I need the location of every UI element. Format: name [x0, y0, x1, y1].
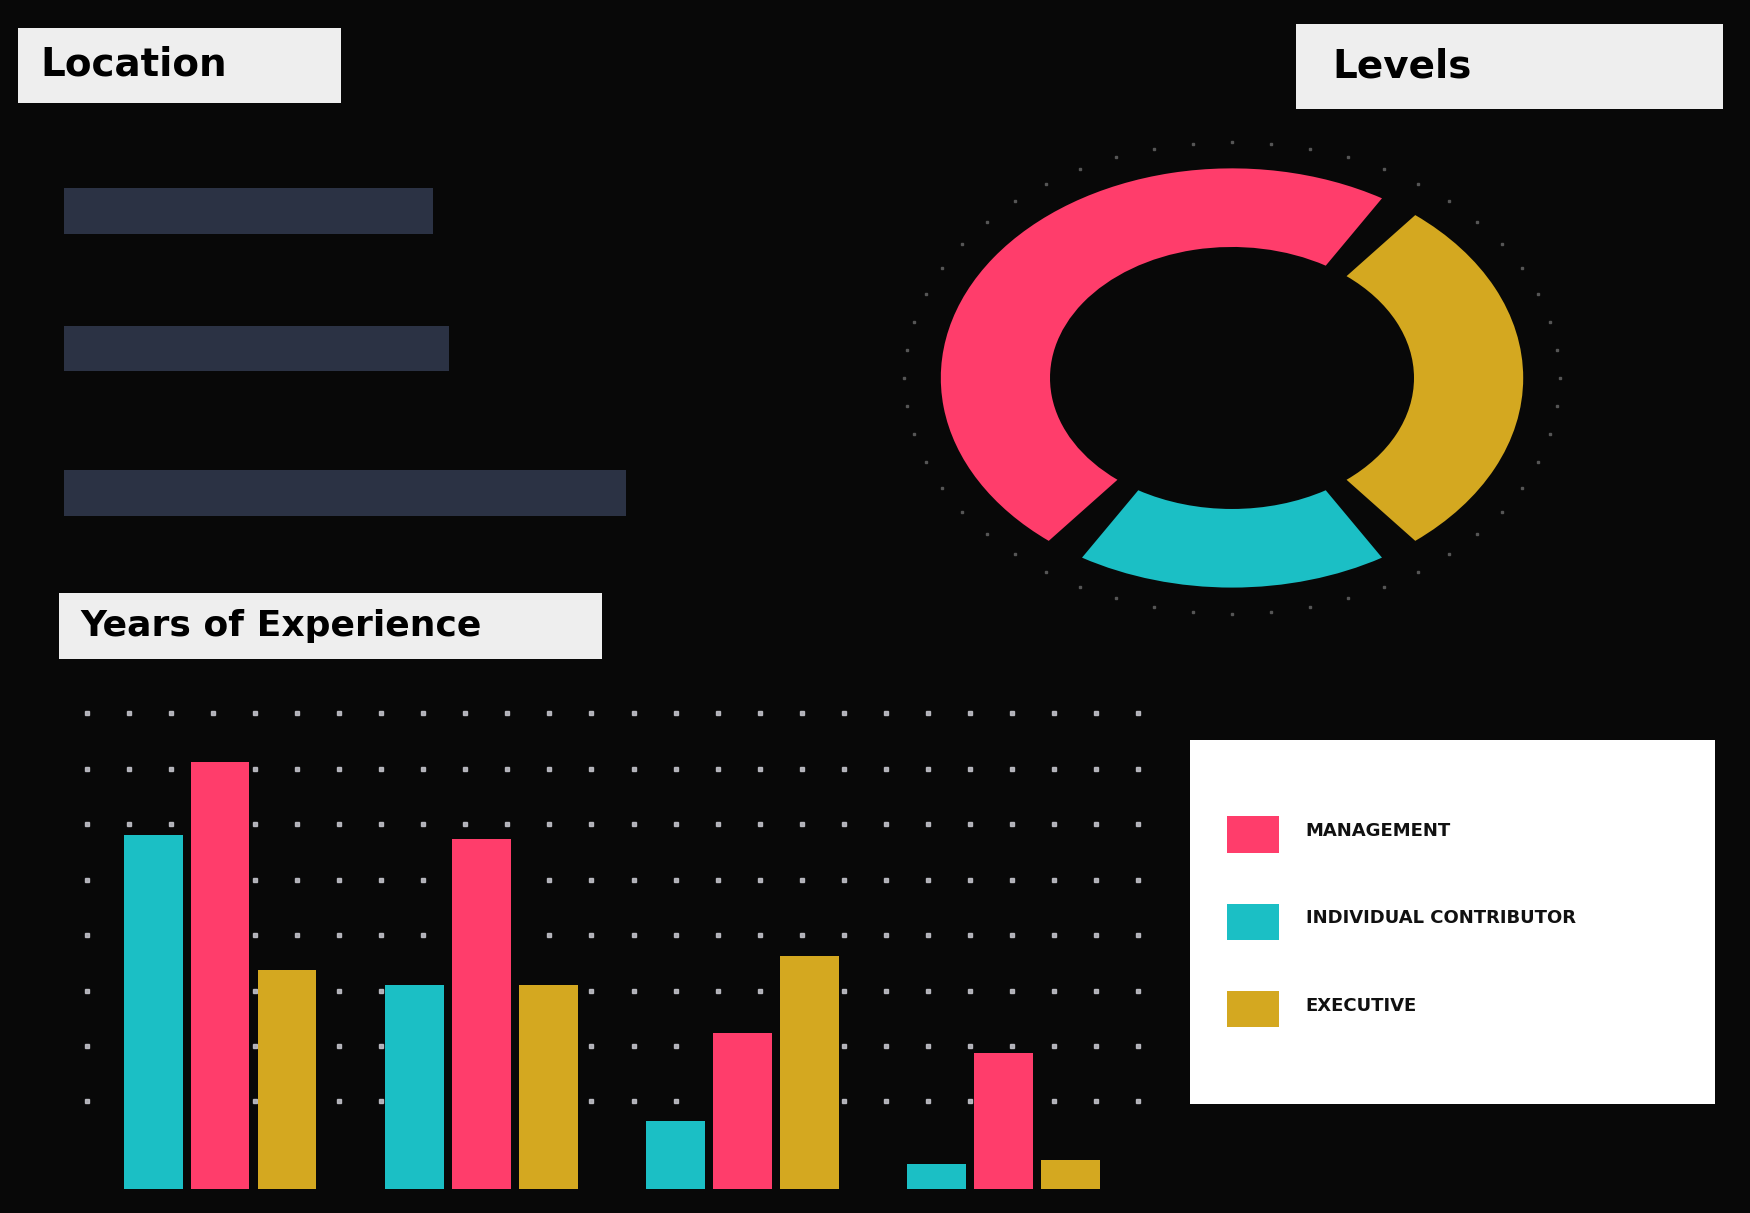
FancyBboxPatch shape — [60, 593, 602, 659]
FancyBboxPatch shape — [1295, 24, 1724, 109]
Bar — [385, 985, 444, 1189]
Text: MANAGEMENT: MANAGEMENT — [1306, 822, 1451, 839]
Bar — [124, 835, 182, 1189]
Bar — [906, 1164, 966, 1189]
Bar — [452, 839, 511, 1189]
Text: EXECUTIVE: EXECUTIVE — [1306, 997, 1418, 1014]
Bar — [518, 985, 578, 1189]
Wedge shape — [1346, 215, 1522, 541]
FancyBboxPatch shape — [63, 469, 626, 516]
FancyBboxPatch shape — [63, 325, 448, 371]
Bar — [712, 1033, 772, 1189]
Text: Years of Experience: Years of Experience — [80, 609, 483, 643]
FancyBboxPatch shape — [18, 28, 341, 103]
Bar — [1041, 1160, 1101, 1189]
Bar — [975, 1053, 1032, 1189]
FancyBboxPatch shape — [1227, 816, 1279, 853]
Bar — [780, 956, 838, 1189]
Bar — [191, 762, 250, 1189]
FancyBboxPatch shape — [1227, 991, 1279, 1027]
FancyBboxPatch shape — [63, 188, 434, 234]
Text: INDIVIDUAL CONTRIBUTOR: INDIVIDUAL CONTRIBUTOR — [1306, 910, 1575, 927]
FancyBboxPatch shape — [1227, 904, 1279, 940]
Wedge shape — [1082, 490, 1382, 587]
Bar — [646, 1121, 705, 1189]
FancyBboxPatch shape — [1174, 729, 1731, 1115]
Wedge shape — [942, 169, 1382, 541]
Bar — [257, 970, 317, 1189]
Text: Location: Location — [40, 46, 228, 84]
Text: Levels: Levels — [1332, 47, 1472, 86]
